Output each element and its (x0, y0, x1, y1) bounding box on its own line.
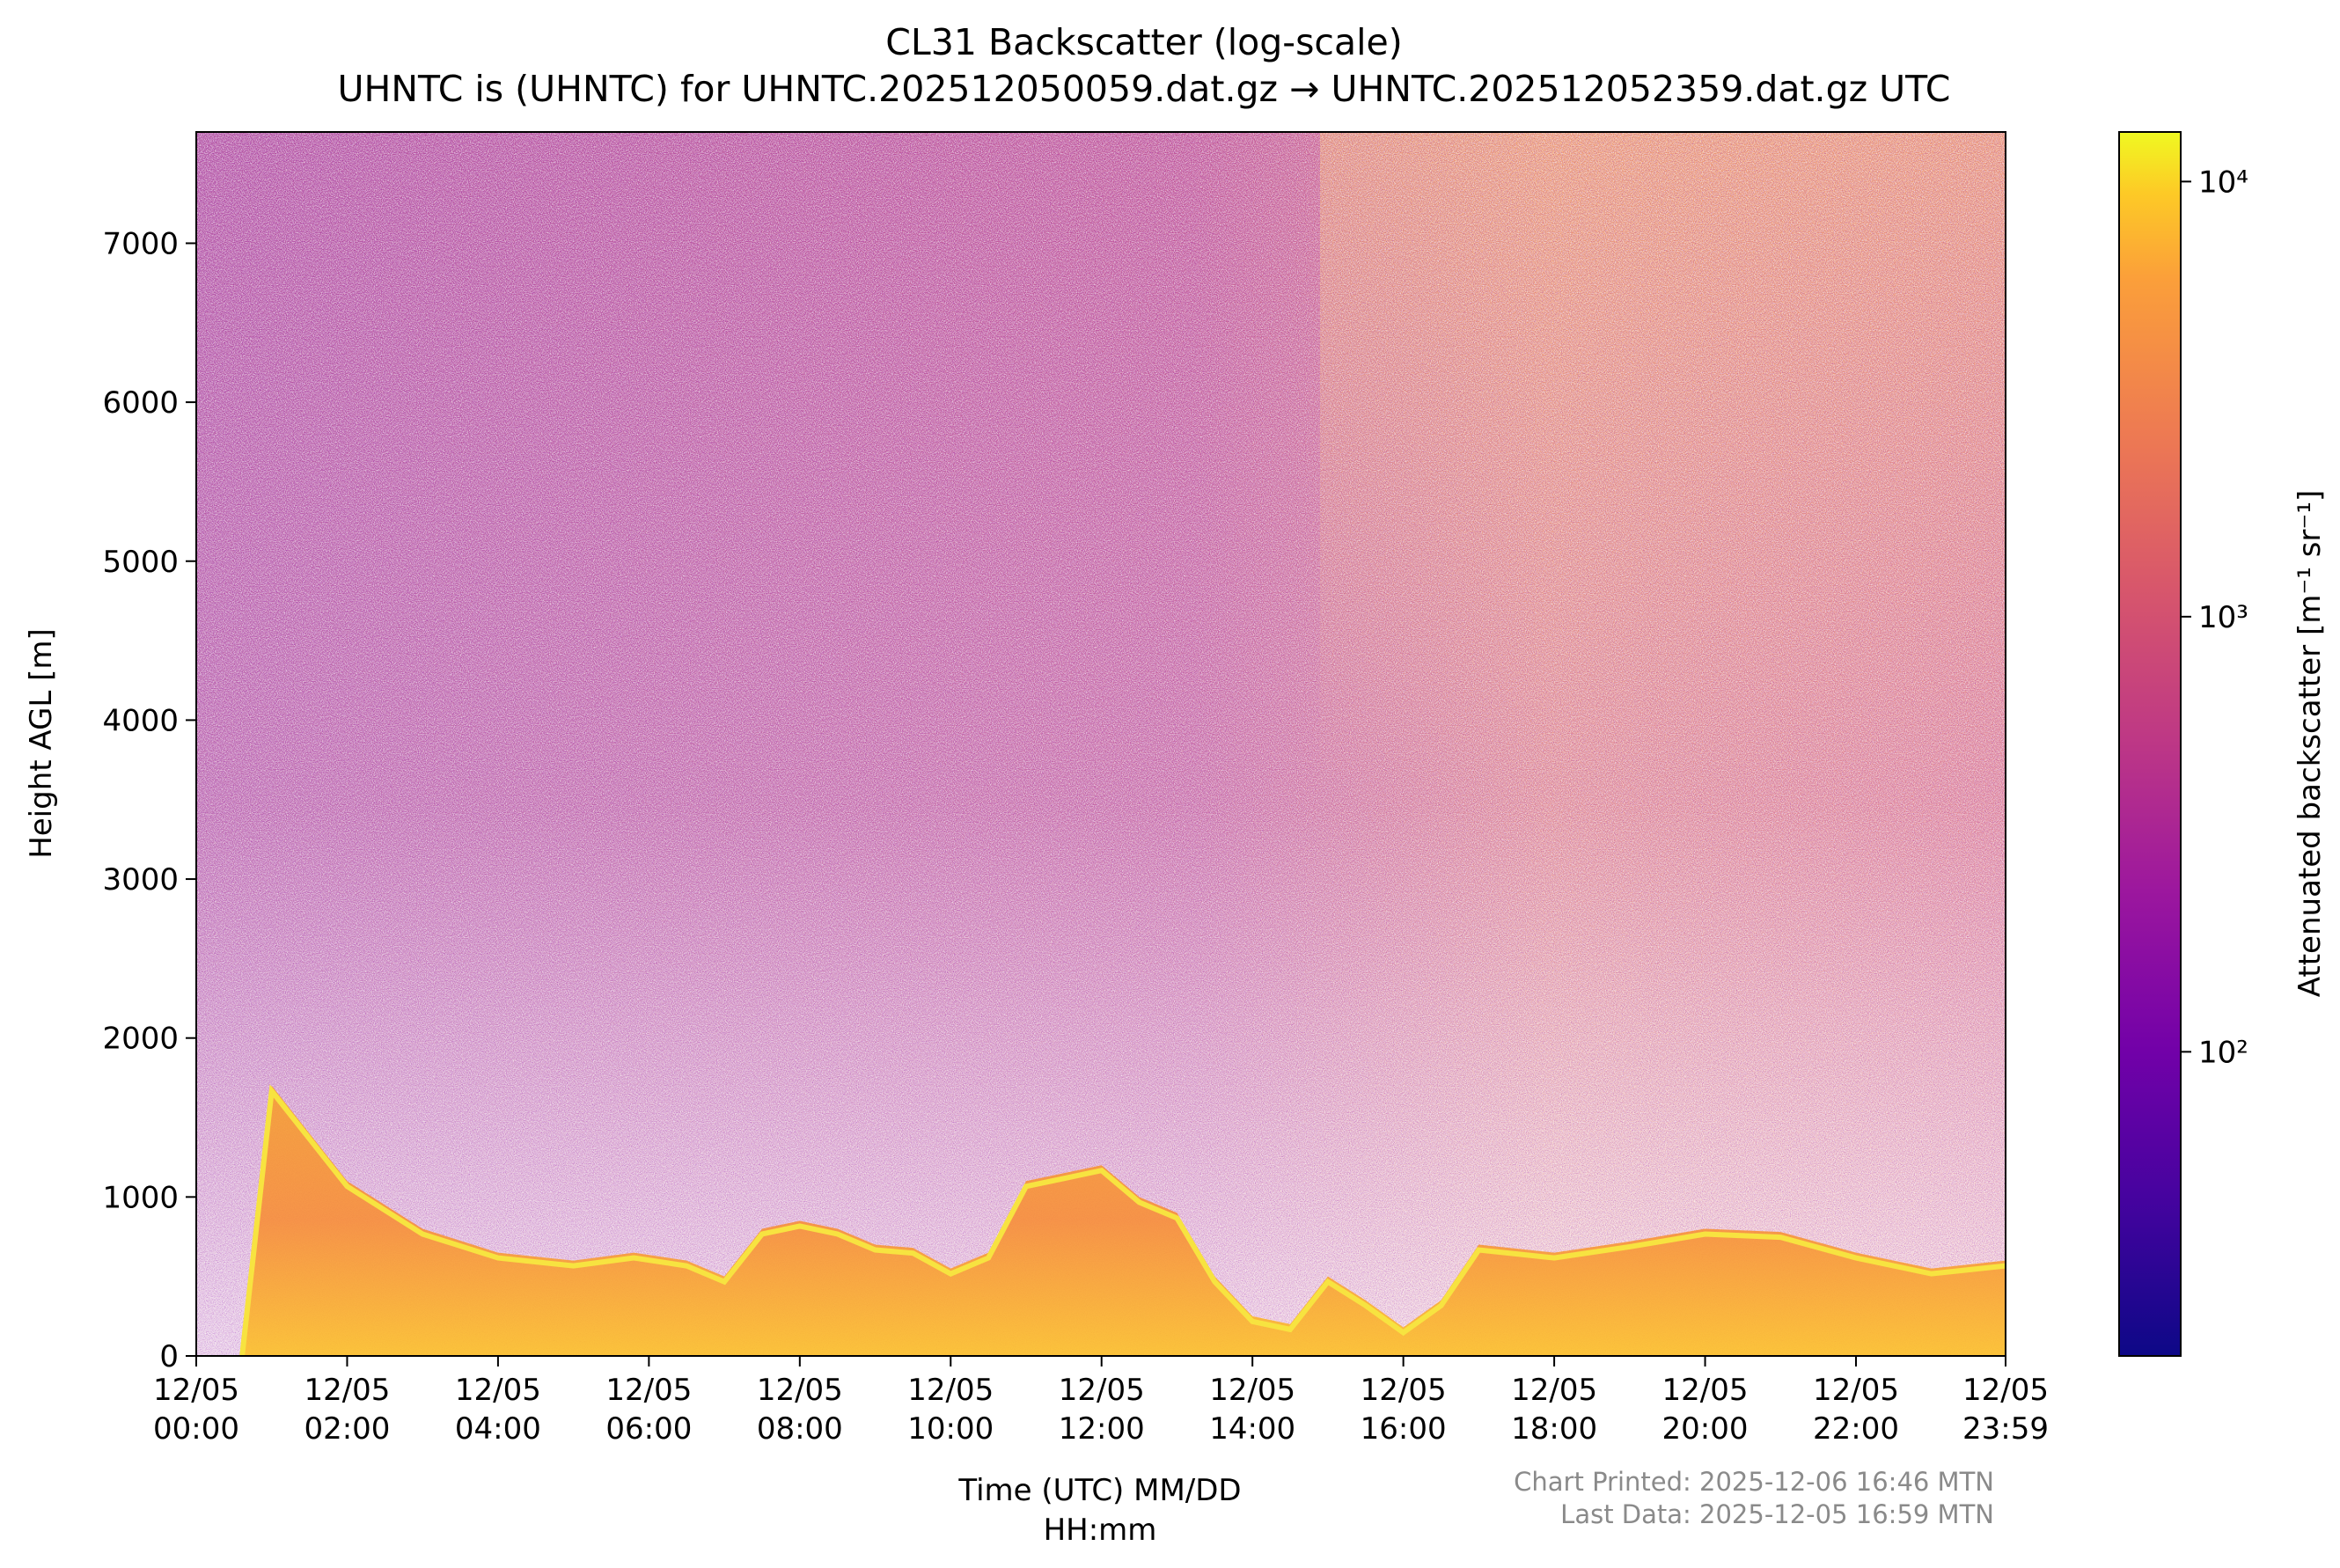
x-tick-label-date: 12/05 (1059, 1373, 1145, 1408)
x-tick-label-date: 12/05 (605, 1373, 692, 1408)
colorbar-gradient (2118, 131, 2182, 1357)
chart-title: CL31 Backscatter (log-scale) (885, 21, 1403, 63)
colorbar-tick-label: 10³ (2198, 600, 2248, 635)
x-tick-label-time: 20:00 (1662, 1411, 1749, 1447)
y-tick-label: 5000 (102, 545, 179, 580)
x-tick-label-date: 12/05 (1962, 1373, 2049, 1408)
x-tick-label-date: 12/05 (1662, 1373, 1749, 1408)
x-axis-label-line1: Time (UTC) MM/DD (957, 1473, 1241, 1508)
x-tick-label-time: 14:00 (1209, 1411, 1295, 1447)
x-tick-label-date: 12/05 (455, 1373, 541, 1408)
x-axis: 12/0500:0012/0502:0012/0504:0012/0506:00… (153, 1356, 2049, 1447)
y-tick-label: 6000 (102, 385, 179, 421)
y-tick-label: 7000 (102, 226, 179, 261)
x-tick-label-date: 12/05 (153, 1373, 239, 1408)
x-axis-label-line2: HH:mm (1044, 1513, 1157, 1548)
colorbar: 10² 10³ 10⁴ Attenuated backscatter [m⁻¹ sr… (2118, 131, 2328, 1357)
boundary-layer-top-line (239, 1084, 2006, 1356)
x-tick-label-time: 08:00 (757, 1411, 843, 1447)
last-data-note: Last Data: 2025-12-05 16:59 MTN (1560, 1499, 1994, 1529)
colorbar-tick-label: 10² (2198, 1035, 2248, 1070)
y-tick-label: 0 (159, 1339, 179, 1374)
x-tick-label-date: 12/05 (907, 1373, 994, 1408)
x-tick-label-time: 02:00 (304, 1411, 390, 1447)
noise-speckle-light (196, 132, 2006, 1356)
x-tick-label-date: 12/05 (1511, 1373, 1597, 1408)
colorbar-tick-label: 10⁴ (2198, 165, 2248, 200)
colorbar-ticks: 10² 10³ 10⁴ (2181, 165, 2248, 1070)
boundary-layer-region (196, 1085, 2006, 1356)
x-tick-label-time: 12:00 (1059, 1411, 1145, 1447)
x-tick-label-date: 12/05 (1209, 1373, 1295, 1408)
x-tick-label-time: 18:00 (1511, 1411, 1597, 1447)
x-tick-label-time: 22:00 (1813, 1411, 1899, 1447)
x-tick-label-date: 12/05 (1813, 1373, 1899, 1408)
chart-subtitle: UHNTC is (UHNTC) for UHNTC.202512050059.… (337, 68, 1951, 110)
x-tick-label-time: 16:00 (1361, 1411, 1447, 1447)
y-tick-label: 2000 (102, 1022, 179, 1057)
y-tick-label: 1000 (102, 1180, 179, 1215)
x-tick-label-time: 06:00 (605, 1411, 692, 1447)
x-tick-label-time: 23:59 (1962, 1411, 2049, 1447)
aerosol-layer (196, 1084, 2006, 1356)
x-tick-label-date: 12/05 (757, 1373, 843, 1408)
x-tick-label-time: 04:00 (455, 1411, 541, 1447)
y-axis: 0 1000 2000 3000 4000 5000 6000 7000 (102, 226, 196, 1374)
chart-printed-note: Chart Printed: 2025-12-06 16:46 MTN (1514, 1467, 1994, 1497)
plot-area (196, 132, 2006, 1356)
y-tick-label: 4000 (102, 703, 179, 738)
x-tick-label-time: 10:00 (907, 1411, 994, 1447)
x-tick-label-date: 12/05 (304, 1373, 390, 1408)
x-tick-label-date: 12/05 (1361, 1373, 1447, 1408)
colorbar-label: Attenuated backscatter [m⁻¹ sr⁻¹] (2292, 490, 2328, 998)
y-tick-label: 3000 (102, 862, 179, 898)
y-axis-label: Height AGL [m] (24, 628, 59, 859)
x-tick-label-time: 00:00 (153, 1411, 239, 1447)
